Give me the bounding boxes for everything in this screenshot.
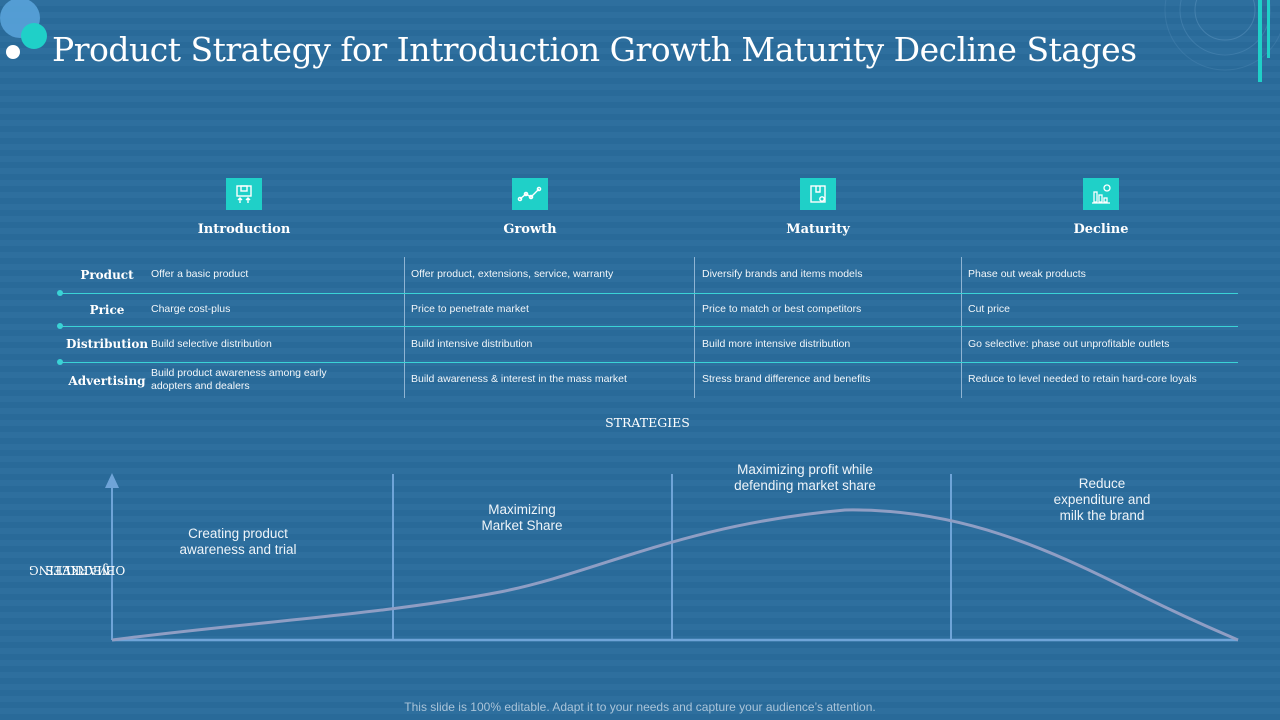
table-cell: Build awareness & interest in the mass m… <box>411 373 627 385</box>
table-cell: Build intensive distribution <box>411 338 533 350</box>
phase-text-line: milk the brand <box>1059 508 1145 523</box>
stage-label-maturity: Maturity <box>786 222 850 237</box>
row-label-distribution: Distribution <box>65 337 149 351</box>
table-cell: Stress brand difference and benefits <box>702 373 871 385</box>
table-cell: Build product awareness among early adop… <box>151 367 327 392</box>
table-cell: Build selective distribution <box>151 338 272 350</box>
phase-text-line: Creating product <box>188 526 288 541</box>
row-separator <box>60 326 1238 327</box>
box-arrows-icon <box>236 185 252 203</box>
table-cell: Go selective: phase out unprofitable out… <box>968 338 1170 350</box>
table-cell: Offer a basic product <box>151 268 249 280</box>
lifecycle-curve <box>111 508 1239 642</box>
table-cell: Cut price <box>968 303 1011 315</box>
lifecycle-diagram <box>105 473 1239 642</box>
decorative-circles-top-left <box>0 0 47 59</box>
table-divider <box>404 257 405 398</box>
table-cell: Phase out weak products <box>968 268 1086 280</box>
phase-objective-decline: Reduce expenditure and milk the brand <box>1012 476 1192 524</box>
row-separator-dot <box>57 359 63 365</box>
line-chart-icon <box>517 186 542 202</box>
row-label-price: Price <box>89 303 125 317</box>
stage-icon-introduction <box>226 178 262 210</box>
decorative-rings-top-right <box>1164 0 1280 82</box>
footer-note: This slide is 100% editable. Adapt it to… <box>404 700 876 714</box>
page-title: Product Strategy for Introduction Growth… <box>52 30 1137 69</box>
phase-text-line: expenditure and <box>1053 492 1151 507</box>
phase-text-line: awareness and trial <box>179 542 297 557</box>
stage-label-decline: Decline <box>1073 222 1129 237</box>
stage-icon-growth <box>512 178 548 210</box>
strategies-label: STRATEGIES <box>605 415 690 430</box>
phase-objective-introduction: Creating product awareness and trial <box>148 526 328 558</box>
table-cell: Offer product, extensions, service, warr… <box>411 268 614 280</box>
phase-text-line: defending market share <box>734 478 876 493</box>
bar-chart-icon <box>1092 184 1111 204</box>
table-cell: Build more intensive distribution <box>702 338 851 350</box>
stage-icon-decline <box>1083 178 1119 210</box>
table-cell: Charge cost-plus <box>151 303 231 315</box>
row-separator <box>60 362 1238 363</box>
y-axis-label: MARKETING OBJECTIVES <box>29 515 125 625</box>
row-label-advertising: Advertising <box>68 374 146 388</box>
stage-label-growth: Growth <box>503 222 557 237</box>
phase-text-line: Market Share <box>481 518 563 533</box>
table-cell: Price to match or best competitors <box>702 303 862 315</box>
phase-text-line: Maximizing profit while <box>737 462 873 477</box>
phase-text-line: Maximizing <box>488 502 556 517</box>
phase-objective-growth: Maximizing Market Share <box>432 502 612 534</box>
y-axis-label-line2: OBJECTIVES <box>45 563 125 577</box>
row-separator <box>60 293 1238 294</box>
row-separator-dot <box>57 323 63 329</box>
phase-text-line: Reduce <box>1078 476 1126 491</box>
row-separator-dot <box>57 290 63 296</box>
y-axis-arrow <box>105 473 119 488</box>
table-cell: Reduce to level needed to retain hard-co… <box>968 373 1197 385</box>
table-cell: Price to penetrate market <box>411 303 529 315</box>
table-divider <box>694 257 695 398</box>
stage-label-introduction: Introduction <box>197 222 291 237</box>
table-divider <box>961 257 962 398</box>
row-label-product: Product <box>80 268 134 282</box>
table-cell: Diversify brands and items models <box>702 268 863 280</box>
package-icon <box>810 185 826 203</box>
phase-objective-maturity: Maximizing profit while defending market… <box>705 462 905 494</box>
stage-icon-maturity <box>800 178 836 210</box>
